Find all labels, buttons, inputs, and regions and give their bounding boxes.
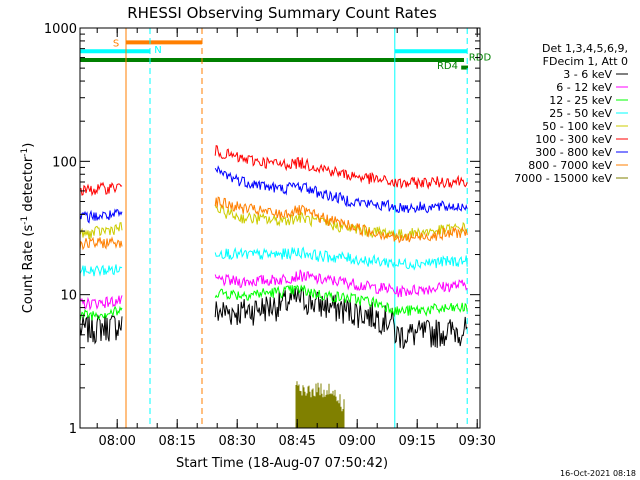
x-tick-label: 08:30 (218, 434, 255, 449)
y-axis-label: Count Rate (s-1 detector-1) (20, 143, 36, 314)
series-12-25-kev-line (79, 305, 123, 322)
legend: Det 1,3,4,5,6,9,FDecim 1, Att 03 - 6 keV… (514, 42, 628, 185)
x-tick-label: 08:45 (278, 434, 315, 449)
vertical-markers-layer (125, 28, 468, 428)
legend-label-6-12-kev: 6 - 12 keV (556, 81, 612, 94)
y-tick-label: 100 (52, 155, 77, 170)
x-tick-label: 09:15 (398, 434, 435, 449)
series-12-25-kev-line (214, 284, 468, 318)
series-3-6-kev-line (214, 286, 468, 349)
legend-label-300-800-kev: 300 - 800 keV (535, 146, 612, 159)
x-tick-label: 09:00 (338, 434, 375, 449)
y-axis-ticks: 1 10 100 1000 (44, 22, 480, 437)
plot-frame (79, 27, 481, 429)
series-50-100-kev-line (79, 221, 123, 240)
x-axis-label: Start Time (18-Aug-07 07:50:42) (176, 456, 388, 471)
legend-header-line: Det 1,3,4,5,6,9, (542, 42, 628, 55)
y-tick-label: 10 (60, 289, 77, 304)
legend-label-50-100-kev: 50 - 100 keV (542, 120, 612, 133)
legend-label-12-25-kev: 12 - 25 keV (549, 94, 612, 107)
legend-label-800-7000-kev: 800 - 7000 keV (528, 159, 612, 172)
series-3-6-kev-line (79, 314, 123, 345)
series-300-800-kev-line (214, 165, 468, 214)
legend-header-line: FDecim 1, Att 0 (543, 55, 628, 68)
y-tick-label: 1000 (44, 22, 77, 37)
series-25-50-kev-line (79, 264, 123, 277)
legend-label-25-50-kev: 25 - 50 keV (549, 107, 612, 120)
y-tick-label: 1 (69, 422, 77, 437)
x-axis-ticks: 08:00 08:15 08:30 08:45 09:00 09:15 09:30 (96, 28, 496, 449)
series-25-50-kev-line (214, 246, 468, 271)
chart-title: RHESSI Observing Summary Count Rates (127, 4, 437, 22)
series-100-300-kev-line (79, 181, 123, 197)
series-100-300-kev-line (214, 145, 468, 190)
series-layer (79, 145, 468, 428)
flag-n-label: N (154, 45, 161, 56)
timestamp: 16-Oct-2021 08:18 (560, 469, 636, 478)
flag-s-label: S (113, 38, 119, 49)
x-tick-label: 08:15 (158, 434, 195, 449)
series-7000-15000-kev-line (295, 381, 345, 428)
series-50-100-kev-line (214, 204, 468, 242)
series-800-7000-kev-line (214, 196, 468, 244)
x-tick-label: 08:00 (98, 434, 135, 449)
legend-label-7000-15000-kev: 7000 - 15000 keV (514, 172, 612, 185)
series-6-12-kev-line (214, 269, 468, 298)
series-300-800-kev-line (79, 208, 123, 224)
flag-rd4-label: RD4 (437, 61, 458, 72)
series-800-7000-kev-line (79, 236, 123, 251)
x-tick-label: 09:30 (458, 434, 495, 449)
legend-label-3-6-kev: 3 - 6 keV (563, 68, 612, 81)
legend-label-100-300-kev: 100 - 300 keV (535, 133, 612, 146)
